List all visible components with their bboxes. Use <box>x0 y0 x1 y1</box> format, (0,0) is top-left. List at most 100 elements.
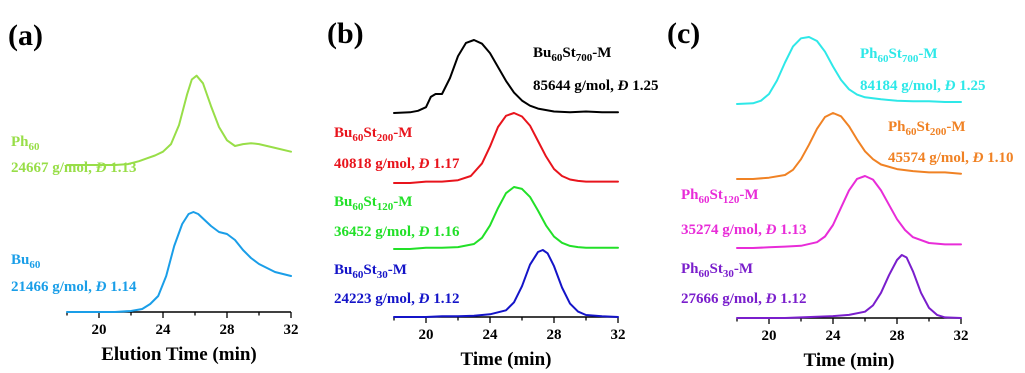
series-info-dispersity-symbol: Đ <box>418 156 430 172</box>
series-name-suffix-a: St <box>363 194 376 210</box>
series-name-suffix-end: -M <box>946 119 965 135</box>
series-name-suffix-end: -M <box>918 46 937 62</box>
series-name-sub: 60 <box>352 201 364 213</box>
series-info-mass: 36452 g/mol, <box>334 224 419 240</box>
series-name-sub: 60 <box>906 126 918 138</box>
series-info-dispersity: 1.16 <box>429 224 460 240</box>
series-info-dispersity-symbol: Đ <box>418 224 430 240</box>
series-name-sub: 60 <box>878 53 890 65</box>
series-info-mass: 84184 g/mol, <box>860 78 945 94</box>
series-name-sub: 60 <box>699 268 711 280</box>
series-info-mass: 24667 g/mol, <box>11 160 96 176</box>
x-axis-title: Elution Time (min) <box>101 344 257 365</box>
series-name-sub: 60 <box>352 132 364 144</box>
series-name-suffix-sub: 200 <box>377 132 394 144</box>
series-name-suffix-sub: 120 <box>377 201 394 213</box>
series-name: Bu60St700-M <box>533 45 611 64</box>
series-name: Ph60St700-M <box>860 46 938 65</box>
series-line-2 <box>736 175 962 249</box>
x-tick-label: 32 <box>611 327 626 343</box>
series-name-suffix-a: St <box>710 261 723 277</box>
series-info-dispersity-symbol: Đ <box>972 150 984 166</box>
series-name: Bu60St30-M <box>334 262 407 281</box>
x-axis-title: Time (min) <box>804 350 895 371</box>
series-name-suffix-sub: 200 <box>930 126 947 138</box>
series-line-3 <box>393 249 619 318</box>
series-name-base: Ph <box>860 46 878 62</box>
series-info-mass: 21466 g/mol, <box>11 279 96 295</box>
series-info: 27666 g/mol, Đ 1.12 <box>681 291 806 307</box>
series-name-suffix-sub: 700 <box>576 52 593 64</box>
x-tick-label: 20 <box>92 322 107 338</box>
series-name-suffix-end: -M <box>739 187 758 203</box>
x-tick-label: 24 <box>156 322 172 338</box>
series-name-suffix-sub: 30 <box>723 268 735 280</box>
series-info: 84184 g/mol, Đ 1.25 <box>860 78 985 94</box>
series-name-suffix-sub: 700 <box>902 53 919 65</box>
series-info-dispersity-symbol: Đ <box>95 160 107 176</box>
series-name-suffix-a: St <box>562 45 575 61</box>
series-info-dispersity: 1.14 <box>106 279 137 295</box>
series-name-base: Ph <box>11 134 29 150</box>
series-name-sub: 60 <box>551 52 563 64</box>
series-info-dispersity: 1.13 <box>106 160 136 176</box>
x-tick-label: 32 <box>284 322 299 338</box>
x-tick-label: 28 <box>220 322 235 338</box>
series-info-mass: 35274 g/mol, <box>681 222 766 238</box>
series-name-sub: 60 <box>29 141 41 153</box>
series-name-suffix-a: St <box>363 125 376 141</box>
x-tick-label: 20 <box>419 327 434 343</box>
x-tick-label: 24 <box>483 327 499 343</box>
series-info-mass: 24223 g/mol, <box>334 291 419 307</box>
series-info: 21466 g/mol, Đ 1.14 <box>11 279 137 295</box>
series-line-1 <box>66 211 292 313</box>
series-name-base: Ph <box>888 119 906 135</box>
x-tick-label: 24 <box>826 328 842 344</box>
x-tick-label: 28 <box>547 327 562 343</box>
series-info: 35274 g/mol, Đ 1.13 <box>681 222 806 238</box>
series-name-base: Bu <box>334 194 352 210</box>
series-info-dispersity: 1.12 <box>429 291 459 307</box>
series-name-suffix-sub: 30 <box>377 269 389 281</box>
panel-label: (c) <box>667 17 700 50</box>
series-info-dispersity-symbol: Đ <box>95 279 107 295</box>
series-info-dispersity-symbol: Đ <box>765 291 777 307</box>
series-info-dispersity-symbol: Đ <box>617 78 629 94</box>
series-line-1 <box>736 112 962 180</box>
series-name-suffix-sub: 120 <box>723 194 740 206</box>
series-name-suffix-end: -M <box>393 125 412 141</box>
series-name-suffix-end: -M <box>393 194 412 210</box>
series-name-sub: 60 <box>699 194 711 206</box>
series-line-0 <box>393 39 619 114</box>
x-tick-label: 20 <box>762 328 777 344</box>
series-info-mass: 85644 g/mol, <box>533 78 618 94</box>
series-name-suffix-a: St <box>917 119 930 135</box>
panel-label: (b) <box>327 17 364 50</box>
x-axis-title: Time (min) <box>461 349 552 370</box>
series-line-3 <box>736 254 962 319</box>
series-info: 85644 g/mol, Đ 1.25 <box>533 78 658 94</box>
series-name-suffix-end: -M <box>592 45 611 61</box>
series-name-suffix-a: St <box>363 262 376 278</box>
series-line-2 <box>393 186 619 250</box>
series-name: Bu60 <box>11 252 41 271</box>
series-name-suffix-end: -M <box>388 262 407 278</box>
series-name-suffix-a: St <box>710 187 723 203</box>
series-info: 36452 g/mol, Đ 1.16 <box>334 224 460 240</box>
series-line-0 <box>66 74 292 166</box>
series-name-base: Ph <box>681 187 699 203</box>
series-line-1 <box>393 112 619 184</box>
series-info: 24667 g/mol, Đ 1.13 <box>11 160 136 176</box>
series-name-base: Bu <box>334 125 352 141</box>
series-name-suffix-a: St <box>889 46 902 62</box>
series-info-dispersity: 1.12 <box>776 291 806 307</box>
series-name-sub: 60 <box>29 259 41 271</box>
series-name-base: Bu <box>533 45 551 61</box>
series-name: Ph60St30-M <box>681 261 753 280</box>
series-name: Ph60St200-M <box>888 119 966 138</box>
series-name-base: Bu <box>11 252 29 268</box>
series-info-dispersity-symbol: Đ <box>765 222 777 238</box>
series-name-sub: 60 <box>352 269 364 281</box>
